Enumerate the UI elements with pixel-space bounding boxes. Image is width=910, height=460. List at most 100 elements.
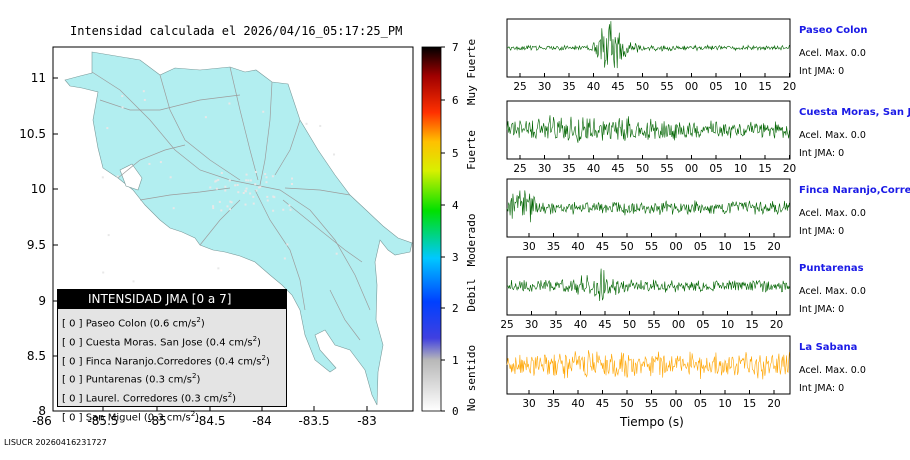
time-tick-label: 40 xyxy=(587,163,600,175)
time-tick-label: 25 xyxy=(513,81,526,93)
time-tick-label: 20 xyxy=(767,398,780,410)
scale-tick-label: 3 xyxy=(452,251,459,264)
time-tick-label: 35 xyxy=(547,398,560,410)
legend-item: [ 0 ] Cuesta Moras. San Jose (0.4 cm/s2) xyxy=(62,334,261,349)
waveform-panel: 25 30 35 40 45 50 55 00 05 10 15 20 xyxy=(500,256,791,331)
time-tick-label: 55 xyxy=(647,319,660,331)
time-tick-label: 50 xyxy=(623,319,636,331)
station-name: Finca Naranjo,Corredores xyxy=(799,185,910,196)
legend-list: [ 0 ] Paseo Colon (0.6 cm/s2) [ 0 ] Cuest… xyxy=(62,313,286,426)
time-tick-label: 00 xyxy=(685,163,698,175)
time-tick-label: 05 xyxy=(696,319,709,331)
time-tick-label: 15 xyxy=(758,81,771,93)
time-tick-label: 30 xyxy=(538,81,551,93)
legend-item: [ 0 ] Paseo Colon (0.6 cm/s2) xyxy=(62,316,205,330)
time-tick-label: 50 xyxy=(620,241,633,253)
station-jma-intensity: Int JMA: 0 xyxy=(799,304,845,315)
nicoya-gulf xyxy=(119,163,143,191)
station-name: Puntarenas xyxy=(799,263,864,274)
scale-tick-label: 4 xyxy=(452,199,459,212)
time-tick-label: 15 xyxy=(745,319,758,331)
waveform-trace xyxy=(506,190,790,223)
road-network xyxy=(91,66,371,341)
time-tick-label: 25 xyxy=(500,319,513,331)
scale-tick-label: 6 xyxy=(452,94,459,107)
time-tick-label: 10 xyxy=(734,163,747,175)
time-tick-label: 55 xyxy=(645,241,658,253)
time-axis-label: Tiempo (s) xyxy=(620,415,684,429)
map-x-axis: -86 -85.5 -85 -84.5 -84 -83.5 -83 xyxy=(32,406,377,428)
waveform-trace xyxy=(506,115,790,143)
map-y-tick-label: 9.5 xyxy=(27,238,46,252)
waveform-trace xyxy=(506,268,790,302)
scale-category-label: No sentido xyxy=(465,345,478,411)
station-max-accel: Acel. Max. 0.0 xyxy=(799,48,866,59)
scale-tick-label: 0 xyxy=(452,405,459,418)
station-jma-intensity: Int JMA: 0 xyxy=(799,383,845,394)
map-y-tick-label: 10 xyxy=(31,182,46,196)
scale-tick-label: 2 xyxy=(452,302,459,315)
waveform-panel: 30 35 40 45 50 55 00 05 10 15 20 xyxy=(506,335,791,410)
map-x-tick-label: -85 xyxy=(147,414,167,428)
waveform-panel: 30 35 40 45 50 55 00 05 10 15 20 xyxy=(506,178,791,253)
waveform-panel: 25 30 35 40 45 50 55 00 05 10 15 20 xyxy=(506,100,796,175)
time-tick-label: 05 xyxy=(694,241,707,253)
scale-tick-label: 7 xyxy=(452,41,459,54)
time-tick-label: 20 xyxy=(783,81,796,93)
scale-labels: Muy Fuerte Fuerte Moderado Debil No sentido xyxy=(465,39,478,411)
intensity-legend: INTENSIDAD JMA [0 a 7] [ 0 ] Paseo Colon… xyxy=(57,289,287,423)
time-tick-label: 55 xyxy=(660,163,673,175)
time-tick-label: 45 xyxy=(611,163,624,175)
scale-category-label: Moderado xyxy=(465,214,478,267)
time-tick-label: 45 xyxy=(596,398,609,410)
map-y-tick-label: 8.5 xyxy=(27,349,46,363)
time-tick-label: 00 xyxy=(672,319,685,331)
map-y-tick-label: 10.5 xyxy=(19,127,46,141)
time-tick-label: 05 xyxy=(694,398,707,410)
map-x-tick-label: -84 xyxy=(252,414,272,428)
time-tick-label: 35 xyxy=(562,163,575,175)
time-tick-label: 40 xyxy=(574,319,587,331)
waveform-trace xyxy=(506,350,790,380)
time-tick-label: 10 xyxy=(734,81,747,93)
station-name: Cuesta Moras, San Jose xyxy=(799,107,910,118)
time-tick-label: 30 xyxy=(538,163,551,175)
footer-id: LISUCR 20260416231727 xyxy=(4,438,107,447)
time-tick-label: 20 xyxy=(770,319,783,331)
time-tick-label: 05 xyxy=(709,163,722,175)
map-title: Intensidad calculada el 2026/04/16_05:17… xyxy=(70,24,403,38)
time-tick-label: 35 xyxy=(562,81,575,93)
station-max-accel: Acel. Max. 0.0 xyxy=(799,130,866,141)
time-tick-label: 10 xyxy=(721,319,734,331)
map-x-tick-label: -85.5 xyxy=(87,414,118,428)
time-tick-label: 10 xyxy=(718,241,731,253)
station-jma-intensity: Int JMA: 0 xyxy=(799,66,845,77)
map-x-tick-label: -84.5 xyxy=(194,414,225,428)
scale-category-label: Fuerte xyxy=(465,130,478,170)
time-tick-label: 45 xyxy=(598,319,611,331)
time-tick-label: 50 xyxy=(636,81,649,93)
station-max-accel: Acel. Max. 0.0 xyxy=(799,208,866,219)
map-x-tick-label: -83.5 xyxy=(298,414,329,428)
time-tick-label: 45 xyxy=(611,81,624,93)
station-name: Paseo Colon xyxy=(799,25,868,36)
time-tick-label: 00 xyxy=(669,398,682,410)
time-tick-label: 55 xyxy=(645,398,658,410)
waveform-panel: 25 30 35 40 45 50 55 00 05 10 15 20 xyxy=(506,18,796,93)
time-tick-label: 40 xyxy=(571,398,584,410)
scale-category-label: Muy Fuerte xyxy=(465,39,478,105)
legend-item: [ 0 ] Puntarenas (0.3 cm/s2) xyxy=(62,372,201,386)
map-y-tick-label: 8 xyxy=(38,404,46,418)
scale-category-label: Debil xyxy=(465,278,478,311)
waveform-trace xyxy=(506,21,790,69)
scale-tick-label: 1 xyxy=(452,354,459,367)
town-markers xyxy=(101,90,338,330)
station-max-accel: Acel. Max. 0.0 xyxy=(799,286,866,297)
time-tick-label: 20 xyxy=(767,241,780,253)
legend-item: [ 0 ] Laurel. Corredores (0.3 cm/s2) xyxy=(62,391,237,405)
time-tick-label: 30 xyxy=(522,398,535,410)
time-tick-label: 40 xyxy=(587,81,600,93)
legend-item: [ 0 ] Finca Naranjo.Corredores (0.4 cm/s… xyxy=(62,353,270,367)
time-tick-label: 00 xyxy=(685,81,698,93)
